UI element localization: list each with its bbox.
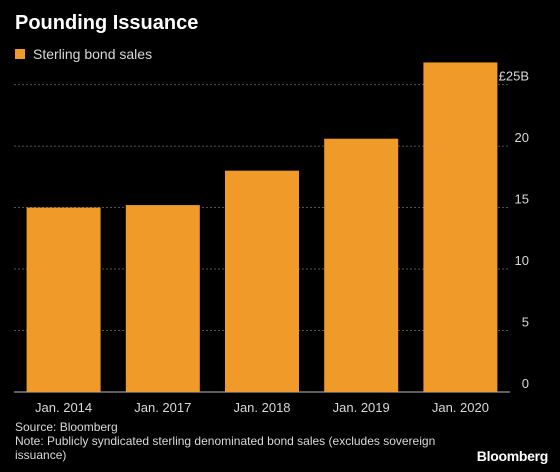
source-note: Source: Bloomberg [15, 420, 118, 434]
y-tick-label: 10 [515, 253, 529, 268]
x-tick-label: Jan. 2014 [35, 400, 92, 415]
bar-5 [423, 62, 498, 392]
x-tick-label: Jan. 2017 [134, 400, 191, 415]
bar-4 [324, 138, 399, 392]
x-tick-label: Jan. 2019 [333, 400, 390, 415]
bar-1 [26, 207, 101, 392]
legend-swatch [15, 49, 25, 59]
y-tick-label: 0 [522, 376, 529, 391]
bloomberg-logo: Bloomberg [476, 448, 549, 464]
chart-title: Pounding Issuance [15, 12, 199, 34]
bar-2 [125, 205, 200, 392]
footnote: Note: Publicly syndicated sterling denom… [15, 434, 436, 462]
legend-label: Sterling bond sales [33, 46, 153, 62]
y-tick-label: 15 [515, 192, 529, 207]
x-tick-label: Jan. 2020 [432, 400, 489, 415]
bar-3 [225, 170, 299, 392]
legend: Sterling bond sales [15, 46, 152, 62]
y-tick-label: £25B [499, 69, 529, 84]
x-tick-label: Jan. 2018 [233, 400, 290, 415]
chart-footer: Source: Bloomberg Note: Publicly syndica… [15, 420, 485, 462]
y-tick-label: 5 [522, 315, 529, 330]
y-tick-label: 20 [515, 130, 529, 145]
